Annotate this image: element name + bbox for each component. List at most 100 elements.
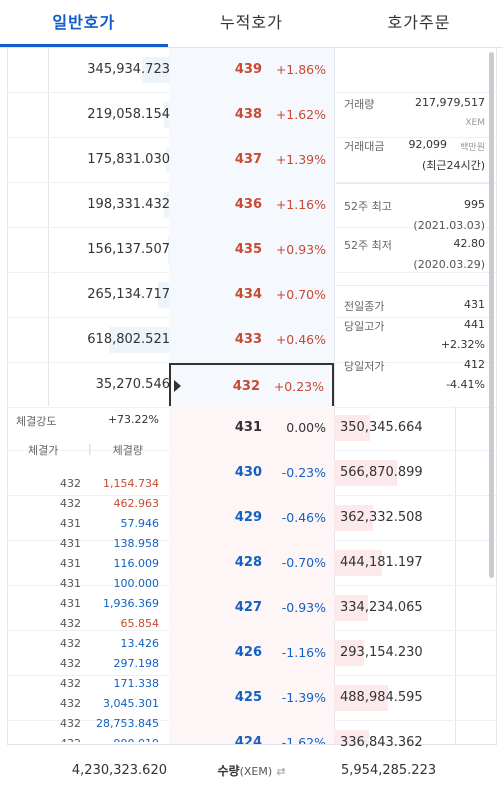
ask-price: 437 <box>234 152 262 167</box>
tab-general-orderbook[interactable]: 일반호가 <box>0 0 168 47</box>
trade-row: 432 462.963 <box>8 494 163 514</box>
trade-price: 432 <box>60 497 81 510</box>
bid-price-cell[interactable]: 426 -1.16% <box>169 631 334 676</box>
ask-change-pct: +0.93% <box>275 242 326 257</box>
ask-change-pct: +0.46% <box>275 332 326 347</box>
ask-change-pct: +0.23% <box>273 379 324 394</box>
amount-period-row: (최근24시간) <box>336 157 491 177</box>
ask-row[interactable]: 618,802.521 433 +0.46% <box>7 318 497 363</box>
ask-qty-cell: 618,802.521 <box>55 318 176 363</box>
trade-row: 432 1,154.734 <box>8 474 163 494</box>
day-low-value: 412 <box>464 358 485 371</box>
bid-price-cell[interactable]: 428 -0.70% <box>169 541 334 586</box>
trade-header-row: 체결가 | 체결량 <box>8 442 163 460</box>
current-price-cell[interactable]: 432 +0.23% <box>169 363 334 408</box>
trade-price: 432 <box>60 477 81 490</box>
trade-row: 432 65.854 <box>8 614 163 634</box>
high52-date-row: (2021.03.03) <box>336 219 491 239</box>
bid-row[interactable]: 427 -0.93% 334,234.065 <box>7 586 497 631</box>
ask-price: 439 <box>234 62 262 77</box>
bid-price: 426 <box>234 645 262 660</box>
bid-price-cell[interactable]: 429 -0.46% <box>169 496 334 541</box>
ask-change-pct: +1.86% <box>275 62 326 77</box>
bid-qty: 293,154.230 <box>340 645 423 660</box>
bid-qty-cell: 350,345.664 <box>334 406 455 451</box>
volume-value: 217,979,517 <box>415 96 485 109</box>
strength-label: 체결강도 <box>16 415 57 428</box>
trade-price: 432 <box>60 617 81 630</box>
bid-depth-bar <box>334 550 383 576</box>
ask-change-pct: +1.16% <box>275 197 326 212</box>
ask-price-cell[interactable]: 434 +0.70% <box>169 273 334 318</box>
bid-price-cell[interactable]: 425 -1.39% <box>169 676 334 721</box>
trade-row: 431 100.000 <box>8 574 163 594</box>
unit-toggle[interactable]: 수량(XEM) ⇄ <box>169 745 334 798</box>
ask-total: 4,230,323.620 <box>71 763 167 778</box>
trade-list[interactable]: 432 1,154.734 432 462.963 431 57.946 431 138.95… <box>8 474 163 742</box>
trade-row: 431 138.958 <box>8 534 163 554</box>
ask-row[interactable]: 345,934.723 439 +1.86% <box>7 48 497 93</box>
ask-price-cell[interactable]: 438 +1.62% <box>169 93 334 138</box>
trade-row: 431 116.009 <box>8 554 163 574</box>
trade-price: 432 <box>60 734 81 742</box>
bid-row[interactable]: 430 -0.23% 566,870.899 <box>7 451 497 496</box>
ask-price-cell[interactable]: 437 +1.39% <box>169 138 334 183</box>
ask-price-cell[interactable]: 433 +0.46% <box>169 318 334 363</box>
bid-qty: 566,870.899 <box>340 465 423 480</box>
bid-row[interactable]: 429 -0.46% 362,332.508 <box>7 496 497 541</box>
bid-price: 431 <box>234 420 262 435</box>
high52-row: 52주 최고 995 <box>336 198 491 218</box>
bid-change-pct: -1.16% <box>281 645 326 660</box>
bid-row[interactable]: 425 -1.39% 488,984.595 <box>7 676 497 721</box>
divider <box>334 48 335 744</box>
low52-row: 52주 최저 42.80 <box>336 237 491 257</box>
bid-price-cell[interactable]: 430 -0.23% <box>169 451 334 496</box>
amount-row: 거래대금 92,099 백만원 <box>336 138 491 158</box>
trade-qty: 65.854 <box>120 617 160 630</box>
trade-qty: 116.009 <box>113 557 160 570</box>
scrollbar[interactable] <box>489 52 494 578</box>
ask-row[interactable]: 175,831.030 437 +1.39% <box>7 138 497 183</box>
ask-row[interactable]: 198,331.432 436 +1.16% <box>7 183 497 228</box>
trade-qty: 990.019 <box>114 734 160 742</box>
quantity-label: 수량 <box>217 764 240 778</box>
ask-qty: 198,331.432 <box>87 197 170 212</box>
day-high-pct: +2.32% <box>440 338 485 351</box>
bid-price-cell[interactable]: 427 -0.93% <box>169 586 334 631</box>
bid-total: 5,954,285.223 <box>341 763 437 778</box>
bid-row[interactable]: 428 -0.70% 444,181.197 <box>7 541 497 586</box>
bid-row[interactable]: 431 0.00% 350,345.664 <box>7 406 497 451</box>
ask-price-cell[interactable]: 435 +0.93% <box>169 228 334 273</box>
trade-price: 431 <box>60 577 81 590</box>
ask-price-cell[interactable]: 436 +1.16% <box>169 183 334 228</box>
ask-qty-cell: 198,331.432 <box>55 183 176 228</box>
day-high-pct-row: +2.32% <box>336 338 491 358</box>
ask-qty: 175,831.030 <box>87 152 170 167</box>
orderbook-footer: 4,230,323.620 수량(XEM) ⇄ 5,954,285.223 <box>7 744 497 799</box>
trade-row: 432 3,045.301 <box>8 694 163 714</box>
trade-row: 432 13.426 <box>8 634 163 654</box>
low52-value: 42.80 <box>453 237 486 250</box>
ask-row[interactable]: 265,134.717 434 +0.70% <box>7 273 497 318</box>
tab-order-label: 호가주문 <box>387 13 451 32</box>
ask-price: 432 <box>232 379 260 394</box>
amount-label: 거래대금 <box>344 140 385 153</box>
trade-price: 431 <box>60 537 81 550</box>
low52-date: (2020.03.29) <box>413 258 485 271</box>
ask-qty-cell: 345,934.723 <box>55 48 176 93</box>
tab-order-entry[interactable]: 호가주문 <box>335 0 503 47</box>
bid-qty-cell: 334,234.065 <box>334 586 455 631</box>
bid-qty: 336,843.362 <box>340 735 423 750</box>
ask-change-pct: +0.70% <box>275 287 326 302</box>
ask-row[interactable]: 156,137.507 435 +0.93% <box>7 228 497 273</box>
bid-price: 429 <box>234 510 262 525</box>
bid-change-pct: 0.00% <box>286 420 326 435</box>
tab-cumulative-orderbook[interactable]: 누적호가 <box>168 0 336 47</box>
ask-price-cell[interactable]: 439 +1.86% <box>169 48 334 93</box>
low52-date-row: (2020.03.29) <box>336 258 491 278</box>
day-low-label: 당일저가 <box>344 360 385 373</box>
bid-row[interactable]: 426 -1.16% 293,154.230 <box>7 631 497 676</box>
bid-price-cell[interactable]: 431 0.00% <box>169 406 334 451</box>
ask-row[interactable]: 219,058.154 438 +1.62% <box>7 93 497 138</box>
day-low-row: 당일저가 412 <box>336 358 491 378</box>
